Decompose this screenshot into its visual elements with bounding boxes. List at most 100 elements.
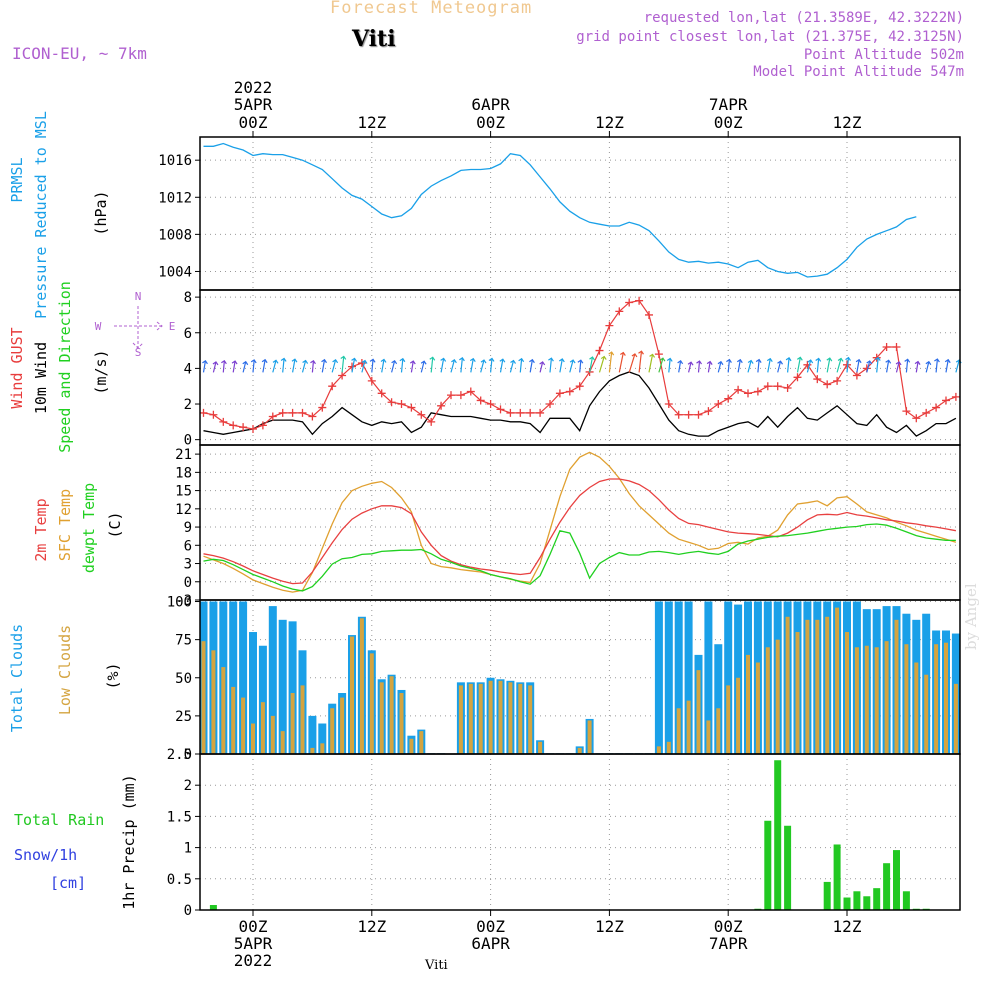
wind-direction-arrowhead <box>577 359 584 364</box>
wind-direction-arrowhead <box>826 357 833 362</box>
low-cloud-bar <box>488 680 493 754</box>
wind-direction-arrow <box>836 358 842 373</box>
low-cloud-bar <box>211 650 216 754</box>
wind-direction-arrowhead <box>874 356 881 361</box>
wind-direction-arrow <box>767 358 771 373</box>
total-cloud-bar <box>318 723 327 754</box>
temperature-ytick-label: 9 <box>184 520 192 536</box>
grid-point-coords: grid point closest lon,lat (21.375E, 42.… <box>576 29 964 45</box>
wind-direction-arrowhead <box>914 360 921 365</box>
wind-direction-arrowhead <box>310 359 316 365</box>
gust-point <box>912 414 921 423</box>
top-time-label: 00Z <box>476 113 505 132</box>
rain-bar <box>843 897 851 910</box>
wind-direction-arrow <box>470 358 474 373</box>
wind-direction-arrowhead <box>569 359 576 364</box>
bottom-time-label: 00Z <box>476 917 505 936</box>
wind-direction-arrowhead <box>469 357 476 363</box>
wind-direction-arrowhead <box>600 355 607 360</box>
gust-point <box>833 376 842 385</box>
rain-bar <box>784 825 792 910</box>
gust-point <box>575 382 584 391</box>
low-cloud-bar <box>765 647 770 754</box>
gust-point <box>645 310 653 319</box>
wind-direction-arrow <box>618 352 624 373</box>
clouds-ytick-label: 100 <box>167 595 192 611</box>
wind-direction-arrowhead <box>429 356 436 361</box>
low-cloud-bar <box>577 747 582 754</box>
total-cloud-bar <box>249 632 257 754</box>
bottom-time-label: 12Z <box>833 917 862 936</box>
low-cloud-bar <box>785 616 790 754</box>
wind-direction-arrow <box>876 357 879 373</box>
wind-direction-arrowhead <box>242 360 249 366</box>
temperature-ytick-label: 3 <box>184 557 192 573</box>
rain-bar <box>823 881 831 910</box>
wind-direction-arrow <box>846 357 850 373</box>
low-cloud-bar <box>310 747 315 754</box>
wind-direction-arrow <box>945 359 949 373</box>
wind-direction-arrow <box>232 360 236 373</box>
gust-point <box>852 371 861 380</box>
gust-point <box>486 400 495 409</box>
wind-direction-arrow <box>490 358 493 373</box>
low-cloud-bar <box>884 641 889 754</box>
wind-direction-arrowhead <box>440 357 447 362</box>
gust-point <box>734 385 743 394</box>
clouds-ytick-label: 50 <box>175 671 192 687</box>
gust-point <box>427 417 436 426</box>
wind-direction-arrowhead <box>361 359 368 364</box>
gust-point <box>546 400 554 409</box>
wind-direction-arrow <box>628 353 636 373</box>
total-cloud-bar <box>674 601 683 754</box>
low-cloud-bar <box>805 619 810 754</box>
top-year-label: 2022 <box>234 78 273 97</box>
gust-point <box>654 350 663 359</box>
precip-unit-label: 1hr Precip (mm) <box>120 774 138 909</box>
wind-direction-arrow <box>420 361 425 373</box>
wind-direction-arrowhead <box>420 360 427 365</box>
wind-direction-arrow <box>539 361 544 373</box>
bottom-time-label: 00Z <box>239 917 268 936</box>
wind-direction-arrow <box>321 359 326 373</box>
pressure-unit-label: (hPa) <box>92 190 110 235</box>
gust-point <box>298 408 307 417</box>
gust-point <box>674 410 683 419</box>
precip-ytick-label: 0 <box>184 903 192 919</box>
snow-label: Snow/1h <box>14 846 77 864</box>
wind-direction-arrow <box>866 360 871 373</box>
compass-n: N <box>135 290 142 303</box>
wind-direction-arrow <box>589 356 594 373</box>
wind-ytick-label: 4 <box>184 361 192 377</box>
wind-direction-arrowhead <box>777 360 784 365</box>
rain-bar <box>902 891 910 910</box>
wind-direction-arrow <box>410 360 414 373</box>
requested-coords: requested lon,lat (21.3589E, 42.3222N) <box>643 10 964 26</box>
point-altitude: Point Altitude 502m <box>803 47 964 63</box>
pressure-ytick-label: 1012 <box>158 190 192 206</box>
compass-s: S <box>135 346 142 359</box>
footer-location: Viti <box>425 958 448 973</box>
gust-point <box>318 403 327 412</box>
rain-bar <box>863 896 871 910</box>
wind-direction-arrow <box>638 351 643 373</box>
precip-panel-frame <box>199 753 961 911</box>
gust-point <box>219 417 228 426</box>
wind-direction-arrowhead <box>845 356 851 361</box>
dewpt-label: dewpt Temp <box>80 483 98 573</box>
wind-direction-arrow <box>212 361 217 373</box>
meteogram-title: Forecast Meteogram <box>330 0 533 18</box>
wind-direction-arrow <box>737 359 741 373</box>
wind-direction-arrow <box>579 360 582 373</box>
wind-direction-arrow <box>519 358 523 373</box>
wind-direction-arrowhead <box>272 359 279 364</box>
gust-point <box>595 346 604 355</box>
wind-direction-arrowhead <box>261 358 268 364</box>
gust-point <box>793 373 802 382</box>
rain-bar <box>893 850 900 910</box>
pressure-ytick-label: 1016 <box>158 153 192 169</box>
low-cloud-bar <box>201 641 206 754</box>
gust-point <box>753 387 762 396</box>
total-cloud-bar <box>714 644 723 754</box>
